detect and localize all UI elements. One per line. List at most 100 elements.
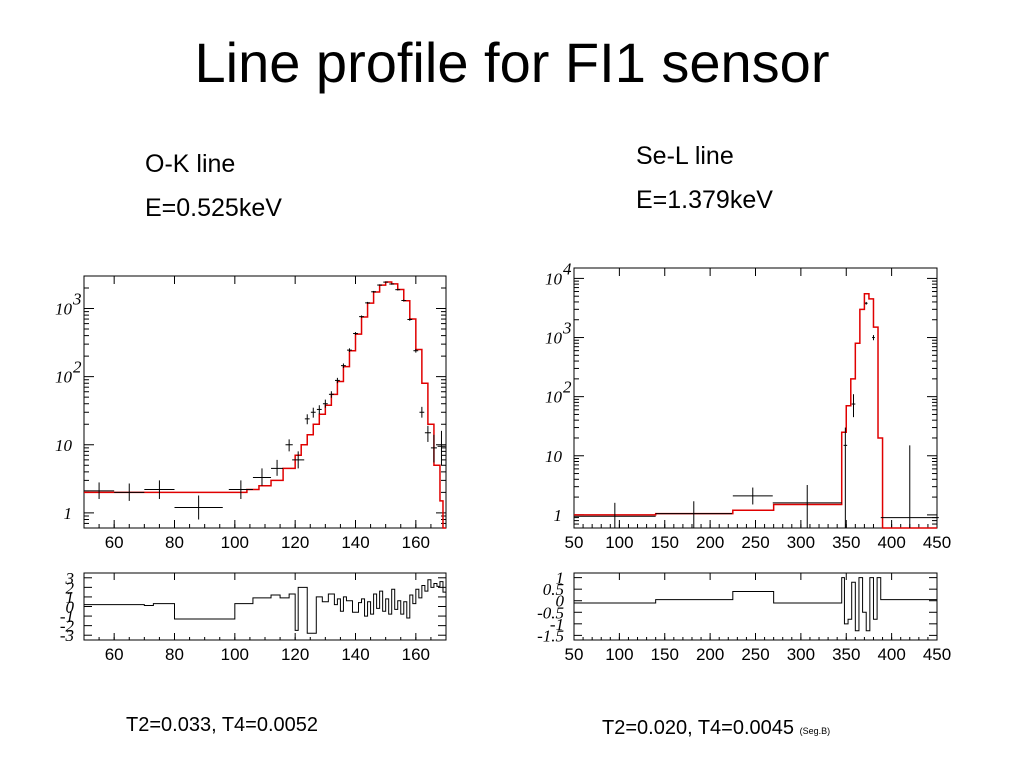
- ok-line-name: O-K line: [145, 150, 236, 178]
- ok-data-point: [359, 315, 364, 318]
- ok-data-point: [114, 483, 145, 501]
- ok-main-ytick-label: 1: [64, 504, 73, 523]
- sel-line-name: Se-L line: [636, 142, 734, 170]
- ok-main-xtick-label: 140: [341, 533, 369, 552]
- sel-data-point: [872, 335, 875, 341]
- ok-main-xtick-label: 160: [402, 533, 430, 552]
- sel-res-ytick-label: 1: [556, 569, 565, 588]
- sel-main-xtick-label: 350: [832, 533, 860, 552]
- ok-data-point: [401, 299, 407, 302]
- sel-fit-params: T2=0.020, T4=0.0045 (Seg.B): [602, 717, 830, 740]
- sel-model-curve: [574, 293, 937, 529]
- ok-res-xtick-label: 80: [165, 645, 184, 664]
- ok-res-ytick-label: -3: [60, 626, 74, 645]
- sel-data-point: [574, 502, 656, 528]
- ok-caption: O-K line E=0.525keV: [145, 142, 282, 230]
- sel-main-ytick-label: 10: [545, 447, 563, 466]
- ok-data-point: [383, 281, 389, 283]
- ok-main-ytick-exponent: 3: [72, 290, 82, 309]
- ok-data-point: [389, 283, 395, 285]
- ok-main-xtick-label: 100: [221, 533, 249, 552]
- ok-data-point: [395, 288, 401, 291]
- ok-data-point: [347, 348, 352, 352]
- ok-main-ytick-label: 10: [55, 436, 73, 455]
- ok-data-point: [437, 430, 446, 466]
- sel-res-ytick-label: 0: [556, 592, 565, 611]
- ok-main-ytick-label: 10: [55, 368, 73, 387]
- ok-data-point: [316, 405, 322, 415]
- ok-main-frame: [83, 275, 447, 529]
- sel-main-ytick-label: 10: [545, 269, 563, 288]
- ok-fit-params: T2=0.033, T4=0.0052: [126, 714, 318, 737]
- sel-main-xtick-label: 400: [877, 533, 905, 552]
- sel-main-ytick-label: 1: [554, 506, 563, 525]
- ok-main-ytick-exponent: 2: [73, 358, 82, 377]
- sel-res-xtick-label: 100: [605, 645, 633, 664]
- sel-main-ytick-exponent: 2: [563, 378, 572, 397]
- sel-main-ytick-label: 10: [545, 329, 563, 348]
- ok-res-xtick-label: 100: [221, 645, 249, 664]
- sel-main-xtick-label: 300: [787, 533, 815, 552]
- sel-res-ytick-label: -1.5: [537, 626, 564, 645]
- sel-main-xtick-label: 50: [565, 533, 584, 552]
- sel-main-xtick-label: 150: [651, 533, 679, 552]
- sel-main-ytick-exponent: 4: [563, 259, 572, 278]
- ok-data-point: [413, 348, 419, 353]
- ok-res-ytick-label: -1: [60, 607, 74, 626]
- sel-main-ytick-label: 10: [545, 388, 563, 407]
- ok-res-ytick-label: 3: [65, 569, 75, 588]
- ok-res-ytick-label: -2: [60, 617, 75, 636]
- ok-data-point: [285, 439, 293, 452]
- ok-data-point: [228, 480, 253, 499]
- ok-data-point: [304, 414, 310, 425]
- sel-res-ytick-label: -1: [550, 615, 564, 634]
- ok-data-point: [252, 468, 272, 486]
- sel-data-point: [851, 394, 856, 418]
- ok-res-xtick-label: 160: [402, 645, 430, 664]
- ok-res-ytick-label: 0: [66, 598, 75, 617]
- ok-res-xtick-label: 140: [341, 645, 369, 664]
- ok-data-point: [310, 407, 316, 418]
- ok-residual-curve: [84, 579, 446, 634]
- sel-main-xtick-label: 450: [923, 533, 951, 552]
- ok-res-ytick-label: 1: [66, 588, 75, 607]
- sel-line-energy: E=1.379keV: [636, 186, 773, 214]
- sel-data-point: [880, 445, 939, 528]
- sel-residual-frame: [573, 572, 938, 641]
- sel-res-xtick-label: 200: [696, 645, 724, 664]
- ok-data-point: [144, 480, 175, 499]
- sel-data-point: [655, 501, 732, 528]
- ok-res-xtick-label: 60: [105, 645, 124, 664]
- sel-res-xtick-label: 350: [832, 645, 860, 664]
- sel-res-xtick-label: 150: [651, 645, 679, 664]
- sel-res-xtick-label: 300: [787, 645, 815, 664]
- ok-main-xtick-label: 60: [105, 533, 124, 552]
- sel-res-xtick-label: 450: [923, 645, 951, 664]
- ok-data-point: [430, 434, 437, 463]
- ok-data-point: [419, 406, 425, 418]
- ok-data-point: [174, 495, 223, 520]
- page-title: Line profile for FI1 sensor: [194, 31, 830, 94]
- sel-main-ytick-exponent: 3: [562, 319, 572, 338]
- sel-res-xtick-label: 250: [741, 645, 769, 664]
- sel-fit-values: T2=0.020, T4=0.0045: [602, 717, 795, 739]
- sel-res-ytick-label: -0.5: [537, 603, 564, 622]
- ok-data-point: [328, 391, 334, 398]
- ok-data-point: [84, 482, 115, 499]
- sel-fit-note: (Seg.B): [799, 726, 831, 736]
- sel-data-point: [864, 301, 868, 305]
- sel-caption: Se-L line E=1.379keV: [636, 134, 773, 222]
- ok-data-point: [407, 318, 413, 321]
- ok-data-point: [424, 425, 431, 442]
- sel-main-xtick-label: 200: [696, 533, 724, 552]
- sel-main-xtick-label: 250: [741, 533, 769, 552]
- ok-data-point: [377, 284, 383, 286]
- ok-data-point: [271, 459, 284, 476]
- sel-data-point: [772, 485, 842, 528]
- sel-main-xtick-label: 100: [605, 533, 633, 552]
- sel-res-ytick-label: 0.5: [543, 580, 564, 599]
- ok-main-ytick-label: 10: [55, 300, 73, 319]
- ok-fit-values: T2=0.033, T4=0.0052: [126, 714, 319, 736]
- ok-line-energy: E=0.525keV: [145, 194, 282, 222]
